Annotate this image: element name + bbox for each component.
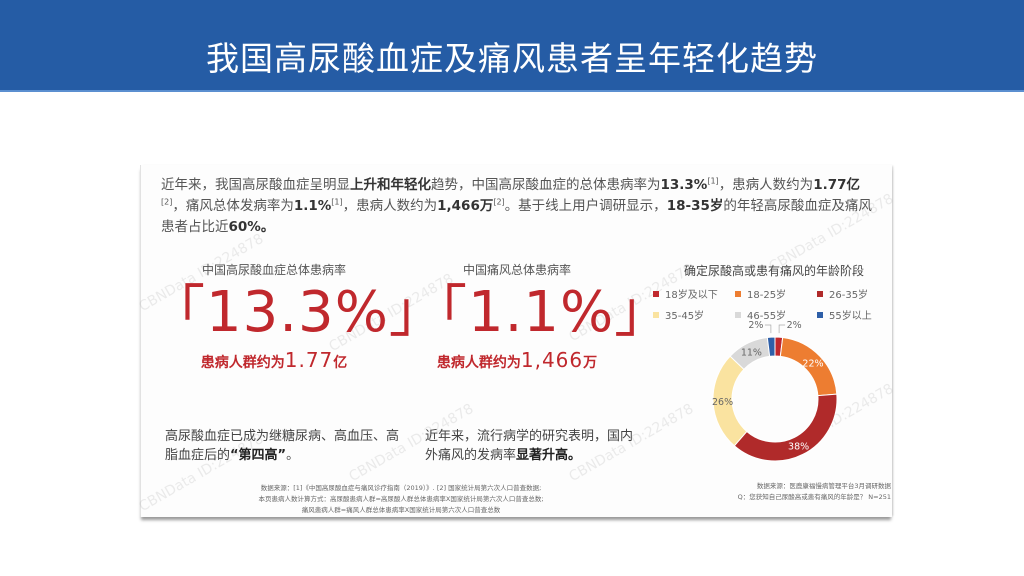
legend-item: 18-25岁 [735, 286, 817, 301]
donut-segment [733, 393, 838, 462]
legend-swatch [735, 290, 741, 297]
intro-paragraph: 近年来，我国高尿酸血症呈明显上升和年轻化趋势，中国高尿酸血症的总体患病率为13.… [161, 176, 872, 235]
chart-title: 确定尿酸高或患有痛风的年龄阶段 [683, 264, 864, 278]
stat-label: 中国痛风总体患病率 [462, 263, 571, 277]
legend-item: 46-55岁 [735, 307, 817, 322]
stat-value: 「1.1%」 [411, 280, 672, 345]
legend-swatch [817, 311, 823, 318]
legend-swatch [653, 311, 659, 318]
donut-label: 38% [788, 441, 809, 452]
legend-swatch [735, 311, 741, 318]
hyperuricemia-stat: 中国高尿酸血症总体患病率 「13.3%」 患病人群约为1.77亿 [149, 261, 446, 372]
data-source-right: 数据来源：医鹿康福慢病管理平台3月调研数据 Q：您获知自己尿酸高或患有痛风的年龄… [737, 482, 891, 501]
slide-header: 我国高尿酸血症及痛风患者呈年轻化趋势 [0, 0, 1024, 92]
stat-population: 患病人群约为1,466万 [436, 348, 598, 372]
gout-stat: 中国痛风总体患病率 「1.1%」 患病人群约为1,466万 [411, 261, 672, 372]
donut-label: 11% [741, 348, 762, 359]
legend-item: 26-35岁 [817, 286, 889, 301]
slide-title: 我国高尿酸血症及痛风患者呈年轻化趋势 [206, 39, 818, 78]
legend-swatch [817, 290, 823, 297]
donut-label: 2% [787, 320, 802, 331]
stat-population: 患病人群约为1.77亿 [200, 348, 348, 372]
legend-swatch [653, 290, 659, 297]
chart-legend: 18岁及以下 18-25岁 26-35岁 35-45岁 46-55岁 55岁以上 [653, 286, 889, 322]
age-donut-chart: 2% 22% 38% 26% 11% 2% [712, 320, 838, 462]
legend-item: 55岁以上 [817, 307, 889, 322]
content-card: CBNData ID:224878 CBNData ID:224878 CBND… [136, 165, 896, 517]
donut-label: 26% [712, 397, 733, 408]
legend-item: 18岁及以下 [653, 286, 735, 301]
donut-label: 2% [748, 320, 763, 331]
data-source-left: 数据来源：[1]《中国高尿酸血症与痛风诊疗指南（2019）》. [2] 国家统计… [258, 484, 544, 514]
legend-item: 35-45岁 [653, 307, 735, 322]
stat-value: 「13.3%」 [149, 280, 446, 345]
stat-label: 中国高尿酸血症总体患病率 [201, 263, 346, 277]
hyperuricemia-note: 高尿酸血症已成为继糖尿病、高血压、高脂血症后的“第四高”。 [165, 429, 400, 463]
donut-label: 22% [802, 358, 823, 369]
gout-note: 近年来，流行病学的研究表明，国内外痛风的发病率显著升高。 [425, 429, 634, 463]
donut-segment [766, 336, 776, 357]
